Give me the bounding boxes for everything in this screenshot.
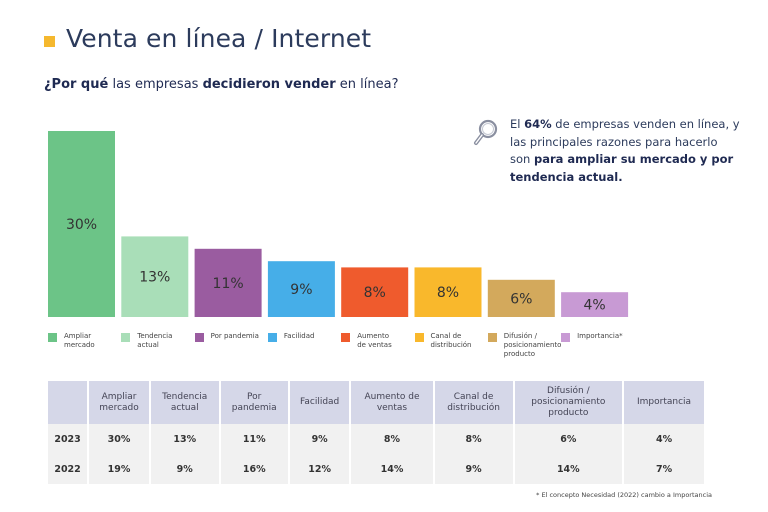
page-title: Venta en línea / Internet <box>66 24 372 53</box>
legend-item: Por pandemia <box>194 332 259 342</box>
bar-data-label: 30% <box>66 217 97 233</box>
bar <box>487 279 555 317</box>
table-header-cell: Difusión / posicionamiento producto <box>514 381 623 424</box>
legend-label: Difusión / posicionamiento producto <box>503 332 562 358</box>
legend-swatch-icon <box>267 333 277 342</box>
header: Venta en línea / Internet <box>44 24 371 53</box>
table-row-year: 2023 <box>48 424 88 454</box>
legend-label: Aumento de ventas <box>357 332 392 349</box>
legend-label: Ampliar mercado <box>64 332 95 349</box>
table-header-cell: Tendencia actual <box>150 381 219 424</box>
table-cell: 30% <box>89 424 149 454</box>
table-row: 2022 19% 9% 16% 12% 14% 9% 14% 7% <box>48 454 704 484</box>
bar-data-label: 4% <box>583 298 605 314</box>
legend-item: Importancia* <box>561 332 623 342</box>
bar-data-label: 13% <box>139 270 170 286</box>
table-cell: 14% <box>351 454 433 484</box>
table-cell: 14% <box>514 454 623 484</box>
magnifier-icon <box>474 119 498 145</box>
table-header-cell: Por pandemia <box>220 381 288 424</box>
bar <box>194 248 262 317</box>
legend-swatch-icon <box>561 333 571 342</box>
bar-data-label: 9% <box>290 282 312 298</box>
table-row-year: 2022 <box>48 454 88 484</box>
legend-label: Canal de distribución <box>430 332 472 349</box>
legend-label: Tendencia actual <box>137 332 173 349</box>
table-header-cell: Canal de distribución <box>434 381 513 424</box>
footnote: * El concepto Necesidad (2022) cambio a … <box>536 491 712 499</box>
table-cell: 16% <box>220 454 288 484</box>
table-cell: 19% <box>89 454 149 484</box>
table-cell: 11% <box>220 424 288 454</box>
legend-swatch-icon <box>121 333 131 342</box>
table-cell: 9% <box>289 424 350 454</box>
subtitle-part: en línea? <box>335 77 399 92</box>
table-header-cell <box>48 381 88 424</box>
bar <box>48 131 115 317</box>
table-cell: 13% <box>150 424 219 454</box>
table-header-cell: Facilidad <box>289 381 350 424</box>
data-table: Ampliar mercado Tendencia actual Por pande… <box>46 381 706 484</box>
table-cell: 4% <box>624 424 704 454</box>
legend-item: Aumento de ventas <box>341 332 392 350</box>
table-cell: 8% <box>434 424 513 454</box>
legend-item: Difusión / posicionamiento producto <box>487 332 562 359</box>
legend-swatch-icon <box>48 333 57 342</box>
bar-data-label: 8% <box>364 285 386 301</box>
legend-item: Tendencia actual <box>121 332 172 350</box>
bar-data-label: 6% <box>510 291 532 307</box>
bar <box>267 261 335 317</box>
subtitle-part: las empresas <box>108 77 203 92</box>
bar <box>341 267 409 317</box>
legend-swatch-icon <box>341 333 351 342</box>
table-header-cell: Aumento de ventas <box>351 381 433 424</box>
accent-square-icon <box>44 36 55 47</box>
bar-data-label: 8% <box>437 285 459 301</box>
callout-part: de empresas venden en línea, y las princ… <box>510 117 740 166</box>
table-cell: 9% <box>434 454 513 484</box>
table-cell: 9% <box>150 454 219 484</box>
table-cell: 12% <box>289 454 350 484</box>
callout-part: para ampliar su mercado y por tendencia … <box>510 152 734 184</box>
bar <box>561 292 629 317</box>
legend-swatch-icon <box>487 333 497 342</box>
callout-part: 64% <box>524 117 552 131</box>
table-header-row: Ampliar mercado Tendencia actual Por pande… <box>48 381 704 424</box>
legend-label: Facilidad <box>283 332 315 340</box>
bar <box>414 267 482 317</box>
table-row: 2023 30% 13% 11% 9% 8% 8% 6% 4% <box>48 424 704 454</box>
legend-swatch-icon <box>414 333 424 342</box>
legend-item: Facilidad <box>267 332 315 342</box>
subtitle-part: decidieron vender <box>202 77 336 92</box>
legend-label: Importancia* <box>577 332 623 340</box>
legend-label: Por pandemia <box>210 332 259 340</box>
table-header-cell: Ampliar mercado <box>89 381 149 424</box>
legend-swatch-icon <box>194 333 204 342</box>
callout-text: El 64% de empresas venden en línea, y la… <box>510 116 740 186</box>
callout-part: El <box>510 117 525 131</box>
chart-subtitle: ¿Por qué las empresas decidieron vender … <box>44 77 398 92</box>
legend-item: Ampliar mercado <box>48 332 95 350</box>
legend-item: Canal de distribución <box>414 332 472 350</box>
table-cell: 6% <box>514 424 623 454</box>
subtitle-part: ¿Por qué <box>44 77 109 92</box>
table-cell: 8% <box>351 424 433 454</box>
bar-data-label: 11% <box>213 276 244 292</box>
bar <box>121 236 189 317</box>
table-cell: 7% <box>624 454 704 484</box>
table-header-cell: Importancia <box>624 381 704 424</box>
